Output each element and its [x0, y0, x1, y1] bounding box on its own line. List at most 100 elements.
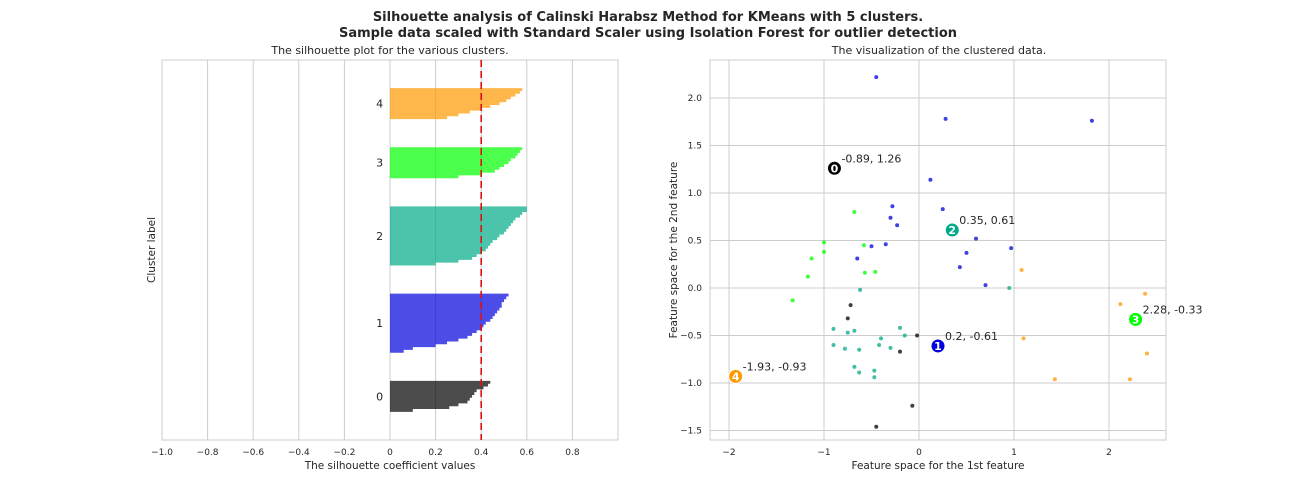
scatter-point-cluster-1	[895, 223, 900, 228]
cluster-center-label: 4	[732, 370, 740, 383]
scatter-point-cluster-1	[888, 215, 893, 220]
silhouette-cluster-1	[390, 293, 509, 353]
scatter-point-cluster-3	[805, 274, 810, 279]
scatter-point-cluster-3	[873, 269, 878, 274]
scatter-x-tick-label: 2	[1106, 448, 1112, 458]
scatter-x-tick-label: −1	[817, 448, 830, 458]
scatter-point-cluster-4	[1019, 267, 1024, 272]
scatter-point-cluster-2	[842, 346, 847, 351]
cluster-center-annotation: 0.2, -0.61	[945, 330, 998, 343]
scatter-point-cluster-2	[831, 343, 836, 347]
scatter-point-cluster-3	[822, 240, 826, 245]
cluster-scatter-plot: The visualization of the clustered data.…	[668, 44, 1203, 472]
cluster-center-annotation: -0.89, 1.26	[841, 152, 901, 165]
cluster-center-label: 2	[948, 224, 956, 237]
scatter-ticks: −2 −1 0 1 2 −1.5 −1.0 −0.5 0.0 0.5 1.0 1.5 2.0	[680, 94, 1112, 458]
scatter-point-cluster-3	[852, 210, 857, 214]
scatter-point-cluster-2	[872, 368, 877, 373]
silhouette-x-tick-label: 0.6	[520, 448, 535, 458]
scatter-point-cluster-4	[1052, 377, 1057, 382]
scatter-point-cluster-1	[928, 177, 933, 182]
cluster-center-label: 3	[1132, 313, 1140, 326]
scatter-point-cluster-1	[874, 75, 879, 80]
cluster-center-marker	[944, 222, 960, 238]
silhouette-cluster-label: 1	[376, 317, 383, 330]
scatter-point-cluster-3	[862, 270, 867, 275]
silhouette-cluster-label: 4	[376, 98, 383, 111]
scatter-point-cluster-2	[845, 330, 850, 335]
cluster-center-label: 1	[934, 340, 942, 353]
silhouette-cluster-4	[390, 88, 523, 120]
scatter-x-tick-label: 1	[1011, 448, 1017, 458]
scatter-point-cluster-1	[974, 236, 978, 241]
scatter-point-cluster-2	[872, 375, 877, 380]
scatter-y-tick-label: 1.0	[688, 189, 703, 199]
scatter-point-cluster-0	[874, 424, 879, 429]
silhouette-cluster-3	[390, 147, 523, 179]
scatter-point-cluster-1	[1089, 118, 1094, 123]
scatter-x-tick-label: −2	[722, 448, 735, 458]
silhouette-cluster-label: 2	[376, 230, 383, 243]
scatter-point-cluster-2	[831, 326, 836, 331]
scatter-y-tick-label: −1.5	[680, 427, 702, 437]
scatter-point-cluster-2	[898, 325, 902, 330]
scatter-point-cluster-1	[957, 265, 962, 270]
scatter-point-cluster-2	[879, 336, 883, 341]
scatter-point-cluster-0	[845, 316, 850, 321]
cluster-center-annotation: 2.28, -0.33	[1143, 303, 1203, 316]
cluster-center-marker	[826, 160, 842, 176]
scatter-point-cluster-2	[877, 343, 882, 347]
scatter-point-cluster-1	[943, 116, 948, 121]
scatter-point-cluster-1	[983, 283, 988, 288]
scatter-point-cluster-1	[883, 242, 888, 247]
scatter-y-tick-label: −0.5	[680, 332, 702, 342]
silhouette-x-tick-label: −0.2	[333, 448, 355, 458]
scatter-point-cluster-1	[940, 207, 945, 212]
scatter-point-cluster-0	[915, 333, 920, 338]
scatter-x-label: Feature space for the 1st feature	[851, 460, 1024, 472]
silhouette-cluster-0	[390, 380, 491, 412]
scatter-y-tick-label: 0.0	[688, 284, 703, 294]
scatter-point-cluster-2	[888, 345, 893, 350]
scatter-point-cluster-4	[1143, 291, 1148, 296]
silhouette-plot: The silhouette plot for the various clus…	[146, 44, 619, 472]
scatter-x-tick-label: 0	[916, 448, 922, 458]
silhouette-cluster-label: 0	[376, 390, 383, 403]
silhouette-x-tick-label: 0.4	[474, 448, 489, 458]
scatter-y-tick-label: 1.5	[688, 142, 702, 152]
scatter-point-cluster-2	[857, 347, 862, 352]
scatter-point-cluster-4	[1145, 351, 1149, 356]
silhouette-x-label: The silhouette coefficient values	[304, 460, 476, 472]
scatter-point-cluster-2	[902, 333, 907, 338]
silhouette-x-tick-label: −1.0	[151, 448, 173, 458]
scatter-point-cluster-4	[1127, 377, 1132, 382]
scatter-point-cluster-2	[852, 328, 857, 333]
scatter-point-cluster-3	[822, 249, 826, 254]
scatter-point-cluster-4	[1021, 336, 1026, 341]
scatter-plot-area	[709, 59, 1167, 441]
scatter-y-tick-label: 0.5	[688, 237, 702, 247]
scatter-point-cluster-4	[1118, 302, 1123, 307]
cluster-centers: 0-0.89, 1.26 10.2, -0.61 20.35, 0.61 32.28,…	[728, 152, 1203, 384]
figure-title-line-2: Sample data scaled with Standard Scaler …	[339, 26, 957, 41]
silhouette-y-label: Cluster label	[146, 217, 158, 283]
cluster-center-marker	[930, 338, 946, 354]
silhouette-cluster-2	[390, 206, 527, 266]
silhouette-x-ticks: −1.0 −0.8 −0.6 −0.4 −0.2 0 0.2 0.4 0.6 0.8	[151, 448, 580, 458]
scatter-point-cluster-1	[869, 244, 874, 249]
scatter-point-cluster-1	[890, 204, 895, 209]
cluster-center-marker	[728, 368, 744, 384]
silhouette-x-tick-label: 0.8	[565, 448, 580, 458]
silhouette-x-tick-label: −0.4	[288, 448, 310, 458]
figure-title-line-1: Silhouette analysis of Calinski Harabsz …	[373, 10, 923, 25]
scatter-plot-title: The visualization of the clustered data.	[831, 44, 1047, 57]
silhouette-fills	[390, 88, 527, 412]
scatter-y-label: Feature space for the 2nd feature	[668, 162, 680, 339]
scatter-point-cluster-2	[852, 364, 857, 369]
silhouette-x-tick-label: −0.8	[197, 448, 219, 458]
scatter-y-tick-label: 2.0	[688, 94, 703, 104]
scatter-point-cluster-2	[858, 287, 863, 292]
cluster-center-annotation: -1.93, -0.93	[743, 360, 807, 373]
scatter-point-cluster-0	[848, 303, 853, 308]
